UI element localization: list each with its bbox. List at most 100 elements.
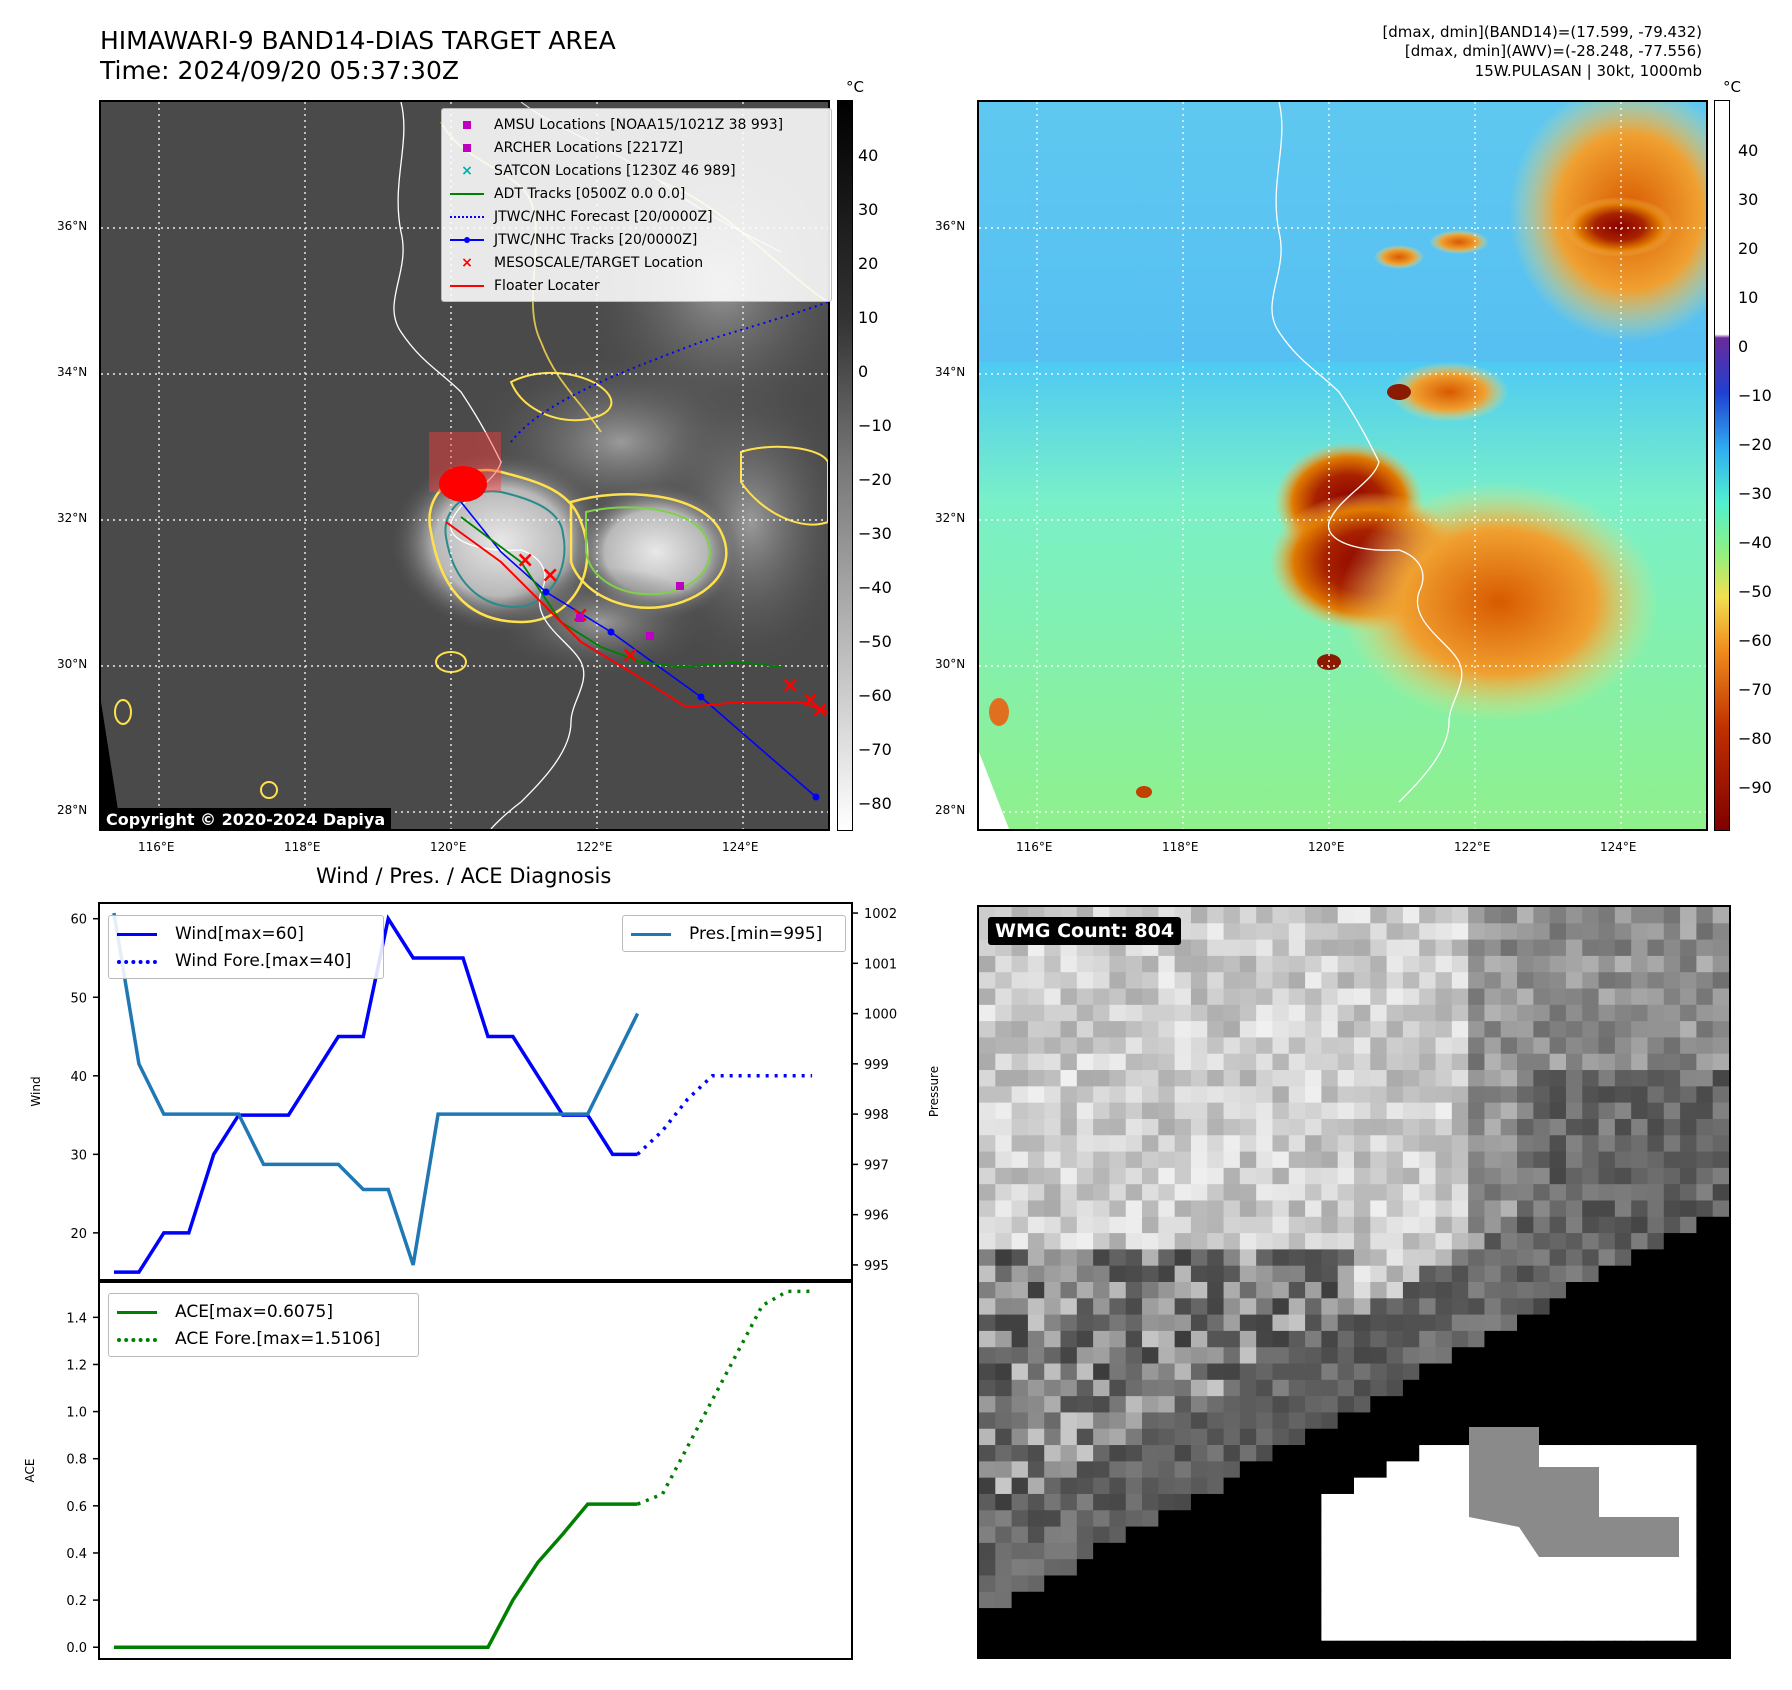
ace-y-tick-label: 0.4 <box>66 1547 87 1562</box>
wmg-pixel <box>1190 1233 1208 1250</box>
wmg-pixel <box>1060 1542 1078 1560</box>
wmg-pixel <box>1011 1135 1029 1153</box>
wmg-pixel <box>1142 1233 1159 1250</box>
wmg-pixel <box>1680 1004 1697 1022</box>
wmg-pixel <box>1207 1493 1225 1511</box>
wmg-pixel <box>1076 1004 1094 1022</box>
wmg-pixel <box>1076 1021 1094 1039</box>
wmg-pixel <box>1044 1640 1062 1657</box>
wmg-pixel <box>1680 1445 1697 1462</box>
wmg-pixel <box>1500 1053 1518 1071</box>
wmg-pixel <box>1272 1428 1290 1446</box>
wmg-pixel <box>1451 1151 1469 1169</box>
wmg-pixel <box>1060 1086 1078 1104</box>
wmg-pixel <box>1451 907 1469 924</box>
wmg-pixel <box>1484 1412 1502 1430</box>
wmg-pixel <box>1712 939 1729 957</box>
wmg-pixel <box>1239 1396 1257 1414</box>
wmg-pixel <box>1598 1135 1616 1153</box>
wmg-pixel <box>1631 1314 1649 1332</box>
wmg-pixel <box>1386 1282 1404 1299</box>
wind-y-tick-label: 50 <box>70 991 87 1006</box>
wmg-pixel <box>1549 972 1567 990</box>
wmg-pixel <box>1207 1526 1225 1544</box>
wmg-pixel <box>1517 1559 1534 1577</box>
wmg-pixel <box>1598 1445 1616 1462</box>
wmg-pixel <box>1321 1216 1339 1234</box>
wmg-pixel <box>1582 1363 1600 1381</box>
ace-legend: ACE[max=0.6075] ACE Fore.[max=1.5106] <box>108 1293 419 1357</box>
wmg-pixel <box>1011 1037 1029 1055</box>
wmg-pixel <box>1484 1575 1502 1593</box>
wmg-pixel <box>1337 972 1355 990</box>
wmg-pixel <box>1337 1102 1355 1120</box>
wmg-pixel <box>1011 1151 1029 1169</box>
wmg-pixel <box>1451 1053 1469 1071</box>
wmg-pixel <box>1647 907 1665 924</box>
wmg-pixel <box>1190 1118 1208 1136</box>
wmg-pixel <box>1190 1412 1208 1430</box>
wmg-pixel <box>1549 1265 1567 1283</box>
wmg-pixel <box>1207 1086 1225 1104</box>
wmg-pixel <box>1044 1233 1062 1250</box>
wmg-pixel <box>1712 1037 1729 1055</box>
wmg-pixel <box>1190 1330 1208 1348</box>
wmg-pixel <box>1354 1135 1371 1153</box>
wmg-pixel <box>1712 1314 1729 1332</box>
wmg-pixel <box>1321 1428 1339 1446</box>
wmg-pixel <box>1109 1347 1127 1365</box>
wmg-pixel <box>1517 1314 1534 1332</box>
wmg-pixel <box>1337 1477 1355 1495</box>
wmg-pixel <box>1533 1640 1551 1657</box>
wmg-pixel <box>1386 972 1404 990</box>
wmg-pixel <box>1549 1184 1567 1202</box>
wmg-pixel <box>1027 1249 1045 1267</box>
wmg-pixel <box>1549 1640 1567 1657</box>
wmg-pixel <box>1549 1591 1567 1609</box>
wmg-pixel <box>1402 923 1420 941</box>
wmg-pixel <box>1582 907 1600 924</box>
wmg-pixel <box>1468 1184 1486 1202</box>
wmg-pixel <box>1158 1347 1176 1365</box>
wmg-pixel <box>1468 972 1486 990</box>
pressure-y-tick-label: 998 <box>864 1108 889 1123</box>
wmg-pixel <box>1386 1608 1404 1625</box>
wmg-pixel <box>1696 1053 1714 1071</box>
wmg-pixel <box>1272 1053 1290 1071</box>
wmg-pixel <box>1060 1608 1078 1625</box>
wmg-pixel <box>1337 939 1355 957</box>
wmg-pixel <box>1468 1102 1486 1120</box>
wmg-pixel <box>1712 1249 1729 1267</box>
wmg-pixel <box>979 988 996 1006</box>
wmg-pixel <box>1402 1330 1420 1348</box>
wmg-pixel <box>1011 1249 1029 1267</box>
wmg-pixel <box>1647 1151 1665 1169</box>
wmg-pixel <box>1354 1151 1371 1169</box>
wmg-pixel <box>1109 1330 1127 1348</box>
wmg-pixel <box>1027 1004 1045 1022</box>
wmg-pixel <box>1239 1298 1257 1316</box>
wmg-pixel <box>1027 1086 1045 1104</box>
wmg-pixel <box>1337 1151 1355 1169</box>
wmg-pixel <box>1223 1591 1241 1609</box>
wmg-pixel <box>1044 1070 1062 1087</box>
wmg-pixel <box>1223 939 1241 957</box>
wmg-pixel <box>1060 1591 1078 1609</box>
wmg-pixel <box>1239 1575 1257 1593</box>
wmg-pixel <box>1582 1608 1600 1625</box>
wmg-pixel <box>995 1640 1013 1657</box>
wmg-pixel <box>1549 1151 1567 1169</box>
wmg-pixel <box>979 1379 996 1397</box>
wmg-pixel <box>1109 1249 1127 1267</box>
wmg-pixel <box>1451 1412 1469 1430</box>
wmg-pixel <box>1549 1624 1567 1642</box>
wmg-pixel <box>1272 1118 1290 1136</box>
wmg-pixel <box>1190 1151 1208 1169</box>
wmg-pixel <box>1598 1591 1616 1609</box>
wmg-pixel <box>1125 1151 1143 1169</box>
wmg-pixel <box>1484 1086 1502 1104</box>
wmg-pixel <box>1419 972 1437 990</box>
wmg-pixel <box>1435 1102 1453 1120</box>
wmg-pixel <box>1500 1591 1518 1609</box>
wmg-pixel <box>1337 1396 1355 1414</box>
